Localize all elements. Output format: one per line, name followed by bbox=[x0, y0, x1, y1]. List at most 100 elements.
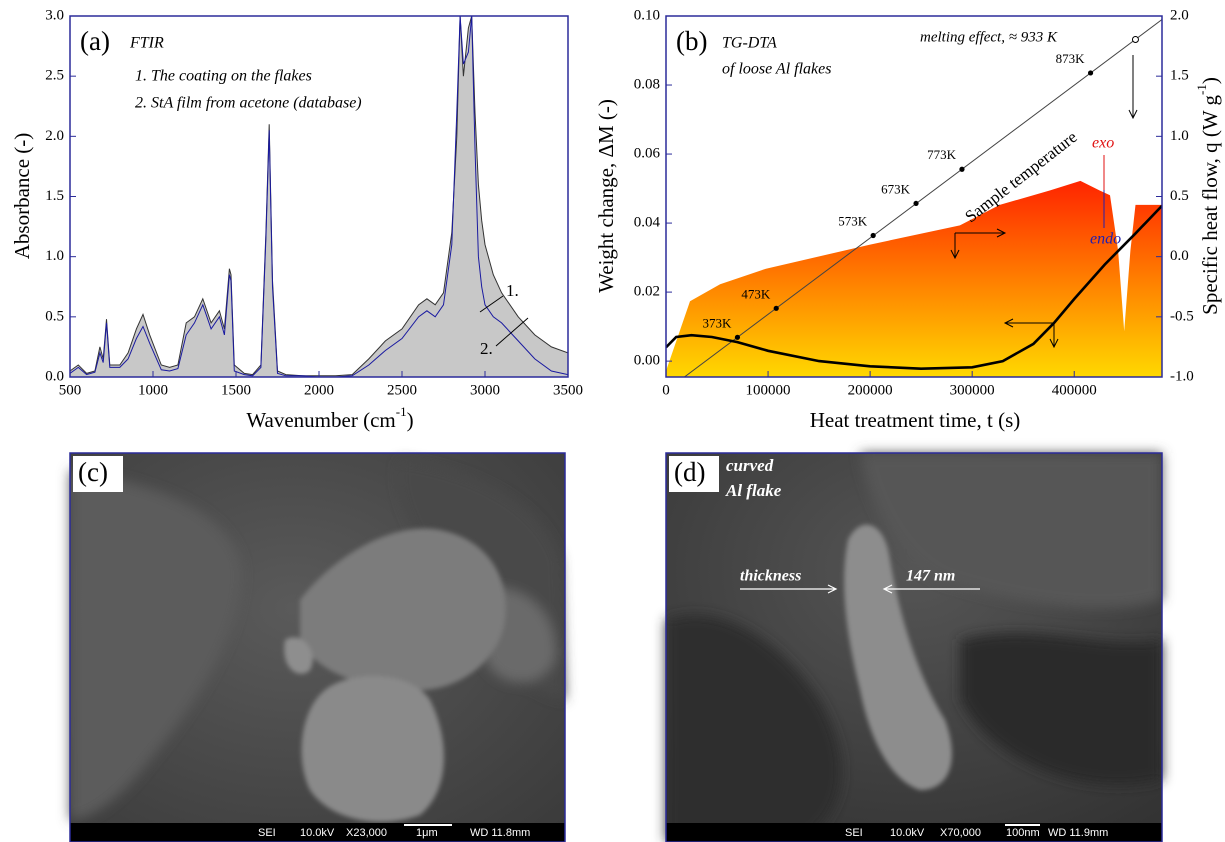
x-tick-label: 2000 bbox=[304, 382, 334, 398]
panel-label: (a) bbox=[80, 26, 110, 56]
y2-tick-label: 2.0 bbox=[1170, 7, 1189, 23]
melting-point bbox=[1131, 35, 1139, 43]
curve-label: 2. bbox=[480, 339, 493, 358]
y-tick-label: 0.0 bbox=[45, 368, 64, 384]
legend-entry: 2. StA film from acetone (database) bbox=[135, 95, 362, 112]
annotation: Al flake bbox=[725, 481, 782, 500]
y-tick-label: 0.5 bbox=[45, 308, 64, 324]
y-tick-label: 3.0 bbox=[45, 7, 64, 23]
y2-axis-label: Specific heat flow, q (W g-1) bbox=[1194, 77, 1222, 315]
x-tick-label: 200000 bbox=[848, 382, 893, 398]
annotation: endo bbox=[1090, 231, 1121, 248]
y2-tick-label: -1.0 bbox=[1170, 368, 1194, 384]
annotation: curved bbox=[726, 456, 774, 475]
annotation: exo bbox=[1092, 135, 1114, 152]
arrow bbox=[1003, 318, 1059, 349]
x-tick-label: 3000 bbox=[470, 382, 500, 398]
panel-label: (c) bbox=[78, 457, 108, 487]
flake bbox=[301, 676, 444, 822]
annotation: melting effect, ≈ 933 K bbox=[920, 29, 1058, 45]
x-axis-label: Heat treatment time, t (s) bbox=[810, 408, 1021, 432]
sem-info: 1μm bbox=[416, 827, 438, 839]
x-tick-label: 1500 bbox=[221, 382, 251, 398]
sem-info: X23,000 bbox=[346, 827, 387, 839]
annotation: thickness bbox=[740, 568, 801, 585]
x-tick-label: 300000 bbox=[950, 382, 995, 398]
arrow bbox=[495, 317, 529, 347]
label-sup: -1 bbox=[1194, 84, 1209, 95]
temperature-point bbox=[959, 166, 965, 172]
curve-label: 1. bbox=[506, 281, 519, 300]
label-part: Specific heat flow, q (W g bbox=[1198, 95, 1222, 315]
y2-tick-label: -0.5 bbox=[1170, 308, 1194, 324]
line bbox=[70, 16, 568, 377]
temperature-point bbox=[870, 232, 876, 239]
y-axis-label: Absorbance (-) bbox=[10, 133, 34, 260]
sem-info: X70,000 bbox=[940, 827, 981, 839]
y2-tick-label: 0.5 bbox=[1170, 188, 1189, 204]
x-tick-label: 0 bbox=[662, 382, 670, 398]
sem-info: WD 11.9mm bbox=[1048, 827, 1108, 839]
arrow bbox=[950, 228, 1007, 260]
arrows bbox=[950, 55, 1138, 349]
x-tick-label: 1000 bbox=[138, 382, 168, 398]
temperature-label: 773K bbox=[927, 147, 957, 162]
sem-info: 100nm bbox=[1006, 827, 1040, 839]
temperature-point bbox=[773, 305, 779, 311]
temperature-label: 673K bbox=[881, 181, 911, 196]
label-part: ) bbox=[407, 408, 414, 432]
legend-entry: 1. The coating on the flakes bbox=[135, 68, 312, 85]
sem-info: 10.0kV bbox=[890, 827, 925, 839]
y-tick-label: 0.08 bbox=[634, 76, 660, 92]
sem-info: WD 11.8mm bbox=[470, 827, 530, 839]
temperature-point bbox=[1087, 70, 1094, 76]
y-tick-label: 1.0 bbox=[45, 248, 64, 264]
temperature-point bbox=[913, 200, 919, 207]
panel-label: (d) bbox=[674, 457, 705, 487]
flake bbox=[300, 528, 506, 690]
arrows bbox=[740, 584, 980, 594]
particle bbox=[860, 453, 1162, 609]
arrow bbox=[479, 295, 504, 313]
x-tick-label: 500 bbox=[59, 382, 82, 398]
sem-image: SEI 10.0kV X23,000 1μm WD 11.8mm (c) bbox=[69, 452, 566, 842]
line bbox=[684, 19, 1162, 377]
sem-image: SEI 10.0kV X70,000 100nm WD 11.9mm (d) c… bbox=[665, 452, 1163, 842]
y-tick-label: 0.10 bbox=[634, 7, 660, 23]
area bbox=[666, 180, 1162, 377]
flake bbox=[844, 524, 952, 790]
temperature-label: 473K bbox=[741, 286, 771, 301]
chart-title: FTIR bbox=[129, 35, 164, 52]
chart-subtitle: of loose Al flakes bbox=[722, 61, 831, 78]
status-bar bbox=[666, 823, 1162, 842]
y-tick-label: 0.02 bbox=[634, 284, 660, 300]
shadow bbox=[666, 614, 842, 842]
x-axis-label: Wavenumber (cm-1) bbox=[246, 404, 413, 432]
sem-info: 10.0kV bbox=[300, 827, 335, 839]
temperature-label: 573K bbox=[838, 213, 868, 228]
shadow bbox=[960, 632, 1162, 786]
frame bbox=[665, 452, 1163, 842]
x-tick-label: 2500 bbox=[387, 382, 417, 398]
y-tick-label: 1.5 bbox=[45, 188, 64, 204]
y-axis-label: Weight change, ΔM (-) bbox=[594, 99, 618, 293]
panel-label: (b) bbox=[676, 26, 707, 56]
status-bar bbox=[70, 823, 565, 842]
y-tick-label: 0.04 bbox=[634, 215, 661, 231]
flake bbox=[284, 637, 313, 674]
label-sup: -1 bbox=[396, 404, 407, 419]
label-box bbox=[73, 456, 123, 492]
label-part: ) bbox=[1198, 77, 1222, 84]
sem-info: SEI bbox=[845, 827, 863, 839]
temperature-label: 373K bbox=[703, 315, 733, 330]
y-tick-label: 0.00 bbox=[634, 353, 660, 369]
x-tick-label: 3500 bbox=[553, 382, 583, 398]
line bbox=[666, 204, 1162, 371]
sem-flakes bbox=[284, 528, 506, 822]
x-tick-label: 400000 bbox=[1052, 382, 1097, 398]
label-part: Wavenumber (cm bbox=[246, 408, 395, 432]
y-tick-label: 2.0 bbox=[45, 128, 64, 144]
chart-title: TG-DTA bbox=[722, 35, 777, 52]
sem-texture bbox=[666, 453, 1162, 842]
particle bbox=[70, 470, 242, 820]
